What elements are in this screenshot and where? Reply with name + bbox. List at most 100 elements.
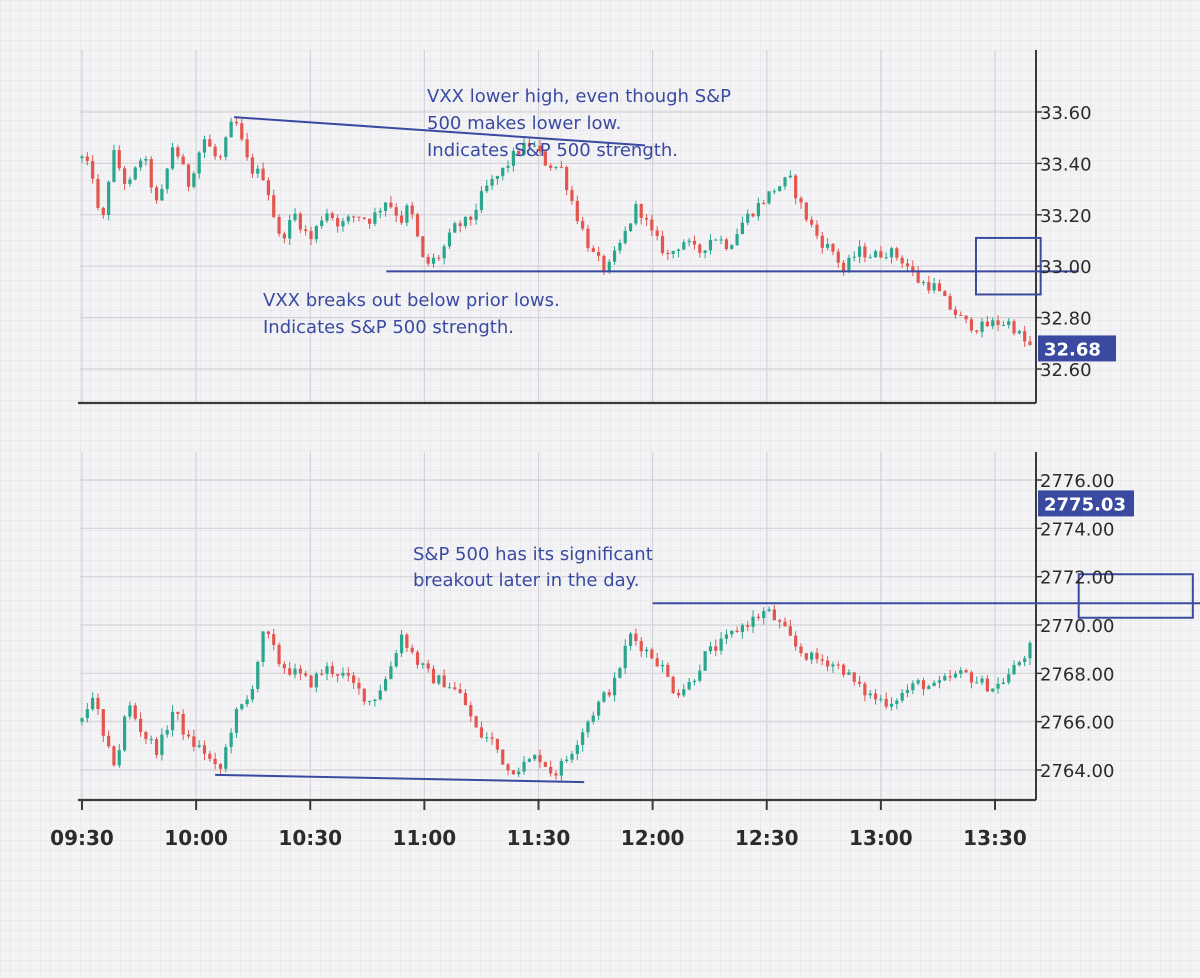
candle-body xyxy=(549,165,553,168)
candle-body xyxy=(426,663,430,669)
candle-body xyxy=(341,221,345,227)
candle-body xyxy=(399,215,404,223)
candle-body xyxy=(692,680,697,683)
candle-body xyxy=(304,229,308,232)
candle-body xyxy=(314,673,318,688)
candle-body xyxy=(458,689,462,694)
candle-body xyxy=(410,647,414,653)
candle-body xyxy=(554,166,558,168)
candle-body xyxy=(123,168,127,184)
candle-body xyxy=(160,188,164,201)
candle-body xyxy=(320,220,324,227)
candle-body xyxy=(1001,682,1005,684)
candle-body xyxy=(597,251,601,256)
candle-body xyxy=(836,251,840,263)
candle-body xyxy=(389,666,393,680)
candle-body xyxy=(937,680,942,683)
candle-body xyxy=(282,664,286,669)
candle-body xyxy=(831,243,835,252)
candle-body xyxy=(373,212,377,224)
candle-body xyxy=(964,670,968,673)
spx-y-tick-labels: 2776.00 2774.00 2772.00 2770.00 2768.00 2766.… xyxy=(1040,471,1114,782)
x-tick-label: 10:30 xyxy=(278,826,342,850)
candle-body xyxy=(714,646,718,651)
candle-body xyxy=(485,185,489,192)
y-tick-label: 2766.00 xyxy=(1040,713,1114,734)
candle-body xyxy=(463,693,468,706)
trend-line xyxy=(234,116,646,147)
candle-body xyxy=(511,770,515,775)
candle-body xyxy=(399,634,404,654)
candle-body xyxy=(991,320,995,327)
vxx-last-price-label: 32.68 xyxy=(1044,339,1101,360)
candle-body xyxy=(783,621,787,627)
candle-body xyxy=(719,638,723,651)
candle-body xyxy=(405,634,409,648)
candle-body xyxy=(847,257,851,271)
candle-body xyxy=(266,180,271,196)
candle-body xyxy=(165,729,169,735)
candle-body xyxy=(107,735,111,747)
candle-body xyxy=(868,257,872,259)
candle-body xyxy=(969,672,974,683)
candle-body xyxy=(788,626,792,636)
candle-body xyxy=(692,240,697,245)
candle-body xyxy=(357,216,361,218)
candle-body xyxy=(154,739,159,755)
vxx-candles xyxy=(80,117,1032,347)
candle-body xyxy=(447,687,452,689)
candle-body xyxy=(527,142,531,146)
candle-body xyxy=(799,198,803,203)
candle-body xyxy=(266,631,271,635)
x-tick-label: 13:00 xyxy=(849,826,913,850)
candle-body xyxy=(730,245,734,249)
candle-body xyxy=(559,166,563,168)
candle-body xyxy=(282,233,286,239)
candle-body xyxy=(442,246,446,259)
candle-body xyxy=(352,216,356,218)
candle-body xyxy=(650,219,654,231)
candle-body xyxy=(671,676,675,693)
candle-body xyxy=(240,704,244,709)
candle-body xyxy=(346,216,350,222)
candle-body xyxy=(96,697,100,710)
candle-body xyxy=(634,633,638,642)
candle-body xyxy=(378,210,382,213)
candle-body xyxy=(607,261,611,271)
candle-body xyxy=(133,167,137,180)
candle-body xyxy=(852,256,856,258)
candle-body xyxy=(197,745,201,747)
y-tick-label: 33.20 xyxy=(1040,206,1092,227)
candle-body xyxy=(202,745,207,754)
candle-body xyxy=(117,750,121,766)
candle-body xyxy=(288,220,292,239)
spx-last-price-badge: 2775.03 xyxy=(1038,490,1134,517)
candle-body xyxy=(234,708,239,733)
candle-body xyxy=(623,230,627,243)
candle-body xyxy=(889,703,894,707)
candle-body xyxy=(1028,341,1032,345)
candle-body xyxy=(916,680,920,684)
candle-body xyxy=(101,709,105,736)
candle-body xyxy=(879,251,883,258)
candle-body xyxy=(250,688,255,700)
x-tick-label: 12:30 xyxy=(735,826,799,850)
candle-body xyxy=(841,262,846,271)
candle-body xyxy=(996,683,1000,689)
candle-body xyxy=(447,232,452,247)
candle-body xyxy=(453,223,457,233)
candle-body xyxy=(911,266,915,272)
candle-body xyxy=(644,649,649,652)
candle-body xyxy=(213,758,217,765)
y-tick-label: 33.00 xyxy=(1040,257,1092,278)
annotation-text-line: breakout later in the day. xyxy=(413,570,639,591)
candle-body xyxy=(495,738,500,750)
top-grid xyxy=(78,50,1042,405)
candle-body xyxy=(474,209,478,220)
candle-body xyxy=(554,773,558,776)
x-tick-label: 09:30 xyxy=(50,826,114,850)
candle-body xyxy=(900,257,904,264)
spx-annotation-lines xyxy=(215,573,1200,784)
y-tick-label: 2774.00 xyxy=(1040,519,1114,540)
